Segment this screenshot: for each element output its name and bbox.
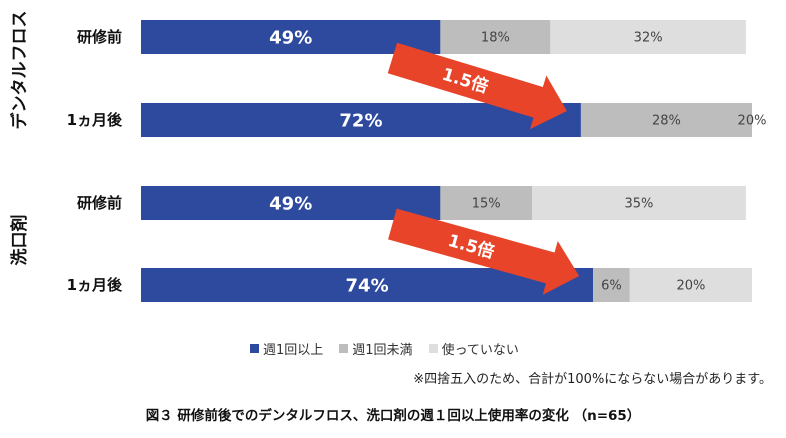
bar-segment	[580, 103, 752, 137]
data-label: 35%	[625, 197, 654, 212]
legend-label: 使っていない	[441, 342, 519, 358]
data-label: 15%	[472, 197, 501, 212]
data-label: 28%	[652, 114, 681, 129]
chart-legend: 週1回以上 週1回未満 使っていない	[250, 337, 535, 359]
bar-segment	[593, 268, 630, 302]
growth-arrow-shape	[387, 42, 567, 130]
row-label: 1ヵ月後	[67, 276, 123, 294]
figure-caption: 図３ 研修前後でのデンタルフロス、洗口剤の週１回以上使用率の変化 （n=65）	[145, 408, 641, 424]
legend-swatch	[428, 343, 438, 353]
row-label: 研修前	[77, 194, 122, 212]
legend-item-not-used: 使っていない	[428, 339, 519, 358]
data-label: 6%	[601, 279, 622, 294]
legend-label: 週1回以上	[263, 342, 324, 358]
bar-segment	[629, 268, 752, 302]
data-label: 49%	[269, 28, 312, 49]
group-label: デンタルフロス	[9, 11, 30, 130]
rounding-note: ※四捨五入のため、合計が100%にならない場合があります。	[413, 372, 772, 387]
bar-segment	[141, 186, 441, 220]
data-label: 49%	[269, 194, 312, 215]
bar-segment	[141, 20, 441, 54]
bar-segment	[440, 20, 551, 54]
legend-item-weekly-or-more: 週1回以上	[250, 339, 323, 358]
row-label: 1ヵ月後	[67, 111, 123, 129]
legend-label: 週1回未満	[352, 342, 413, 358]
row-label: 研修前	[77, 28, 122, 46]
group-label: 洗口剤	[9, 215, 30, 266]
bar-segment	[550, 20, 746, 54]
data-label: 20%	[738, 114, 767, 129]
bar-segment	[532, 186, 746, 220]
growth-arrow: 1.5倍	[388, 208, 580, 295]
legend-swatch	[339, 343, 349, 353]
data-label: 32%	[634, 31, 663, 46]
data-label: 74%	[346, 276, 389, 297]
legend-item-less-than-weekly: 週1回未満	[339, 339, 413, 358]
growth-arrow-shape	[388, 208, 580, 295]
legend-swatch	[250, 343, 259, 353]
data-label: 18%	[481, 31, 510, 46]
stacked-bar-chart: デンタルフロス 研修前 49% 18% 32%1ヵ月後 72% 28% 20%1.5倍洗口剤研…	[9, 11, 767, 302]
data-label: 20%	[676, 279, 705, 294]
data-label: 72%	[339, 111, 382, 132]
bar-segment	[440, 186, 533, 220]
